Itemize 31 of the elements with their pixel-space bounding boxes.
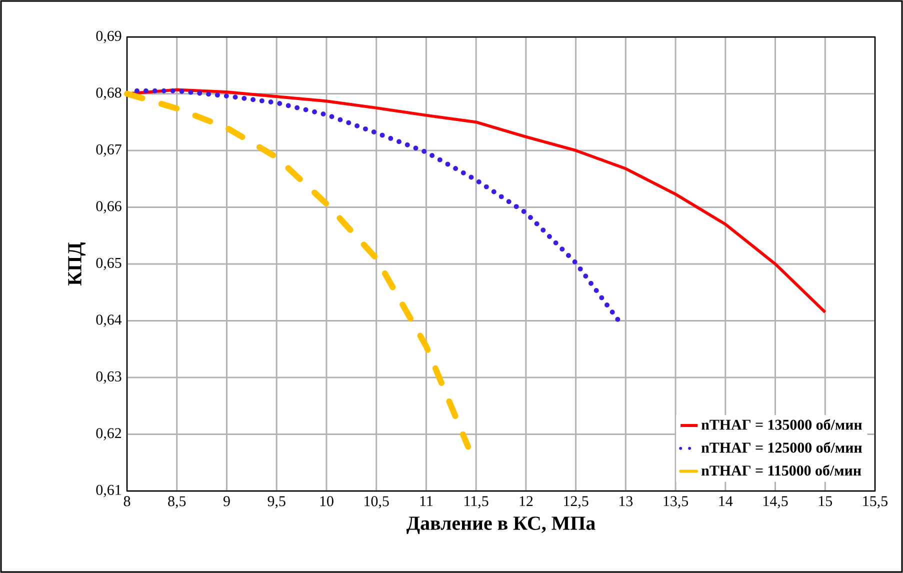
y-tick-label: 0,63 bbox=[96, 371, 122, 384]
legend-label: nТНАГ = 135000 об/мин bbox=[702, 418, 862, 430]
y-tick-label: 0,62 bbox=[96, 428, 121, 440]
legend-label: nТНАГ = 115000 об/мин bbox=[702, 464, 862, 476]
x-tick-label: 8,5 bbox=[168, 496, 186, 508]
y-tick-label: 0,67 bbox=[96, 144, 122, 157]
y-tick-label: 0,66 bbox=[96, 201, 122, 214]
x-tick-label: 11 bbox=[420, 496, 433, 506]
x-axis-title: Давление в КС, МПа bbox=[406, 516, 596, 534]
y-tick-label: 0,64 bbox=[96, 314, 122, 327]
x-tick-label: 8 bbox=[124, 496, 130, 506]
x-tick-label: 15 bbox=[818, 496, 832, 506]
x-tick-label: 9 bbox=[223, 496, 230, 506]
x-tick-label: 12 bbox=[520, 496, 533, 506]
x-tick-label: 10 bbox=[320, 496, 334, 506]
x-tick-label: 9,5 bbox=[268, 496, 286, 508]
x-tick-label: 13 bbox=[620, 496, 633, 506]
y-tick-label: 0,61 bbox=[96, 484, 121, 498]
line-series bbox=[134, 88, 622, 324]
y-tick-label: 0,69 bbox=[96, 30, 122, 44]
x-tick-label: 11,5 bbox=[464, 496, 488, 508]
x-tick-label: 12,5 bbox=[564, 496, 588, 508]
x-tick-label: 15,5 bbox=[863, 496, 888, 508]
x-tick-label: 14,5 bbox=[764, 496, 788, 508]
legend-label: nТНАГ = 125000 об/мин bbox=[702, 442, 862, 453]
y-axis-title: КПД bbox=[68, 242, 86, 286]
x-tick-label: 13,5 bbox=[664, 496, 688, 508]
y-tick-label: 0,65 bbox=[96, 258, 122, 270]
y-tick-label: 0,68 bbox=[96, 88, 122, 100]
x-tick-label: 14 bbox=[719, 496, 733, 506]
x-tick-label: 10,5 bbox=[364, 496, 389, 508]
